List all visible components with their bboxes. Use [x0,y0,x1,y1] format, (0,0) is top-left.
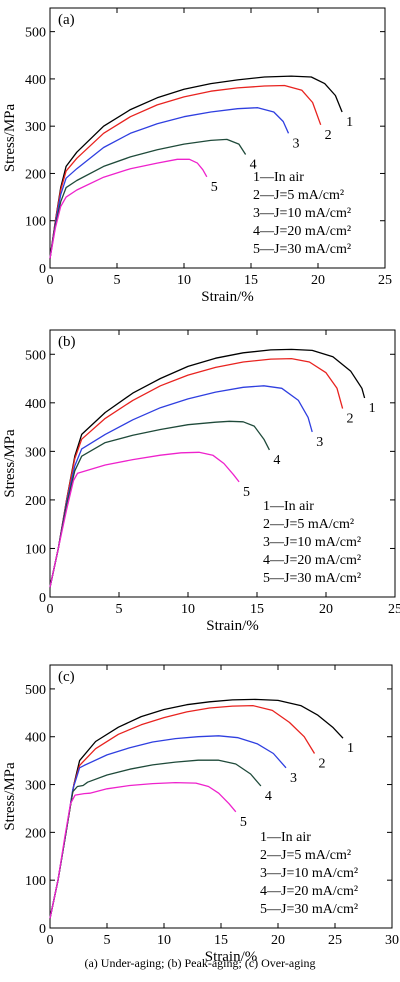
x-tick-label: 15 [250,602,264,617]
figure-caption: (a) Under-aging; (b) Peak-aging; (c) Ove… [84,956,316,970]
x-tick-label: 10 [181,602,195,617]
series-line-5 [49,158,208,259]
curve-label-5: 5 [240,815,247,830]
series-line-4 [49,138,247,259]
x-tick-label: 30 [385,933,399,948]
x-tick-label: 5 [104,933,111,948]
panel-a: 0 5 10 15 20 250100200300400500Strain/%Stress… [2,7,392,305]
legend-item: 2—J=5 mA/cm² [253,188,344,203]
y-tick-label: 500 [25,683,46,698]
y-tick-label: 400 [25,73,46,88]
series-line-1 [49,75,343,259]
legend-item: 2—J=5 mA/cm² [263,517,354,532]
legend-item: 3—J=10 mA/cm² [253,206,351,221]
legend-item: 5—J=30 mA/cm² [263,571,361,586]
y-tick-label: 100 [25,215,46,230]
legend-item: 4—J=20 mA/cm² [253,224,351,239]
y-tick-label: 200 [25,826,46,841]
x-axis-label: Strain/% [201,289,254,305]
curve-label-1: 1 [347,741,354,756]
legend-item: 3—J=10 mA/cm² [263,535,361,550]
legend-item: 1—In air [263,499,314,514]
panel-c: 0 5 10 15 20 25 300100200300400500Strain/%Stre… [2,664,399,965]
curve-label-4: 4 [250,158,257,173]
x-tick-label: 15 [214,933,228,948]
y-tick-label: 300 [25,779,46,794]
y-tick-label: 500 [25,348,46,363]
panel-b: 0 5 10 15 20 250100200300400500Strain/%Stress… [2,329,400,634]
series-line-5 [49,451,240,588]
curve-label-2: 2 [347,412,354,427]
x-tick-label: 20 [319,602,333,617]
series-line-3 [49,385,313,588]
curve-label-2: 2 [318,756,325,771]
x-tick-label: 0 [47,602,54,617]
x-tick-label: 25 [378,273,392,288]
x-tick-label: 5 [116,602,123,617]
legend-item: 4—J=20 mA/cm² [260,884,358,899]
y-tick-label: 0 [39,922,46,937]
x-tick-label: 25 [388,602,400,617]
x-tick-label: 20 [311,273,325,288]
legend-item: 4—J=20 mA/cm² [263,553,361,568]
y-tick-label: 400 [25,731,46,746]
series-line-4 [49,420,270,588]
y-tick-label: 500 [25,26,46,41]
x-tick-label: 10 [177,273,191,288]
curve-label-1: 1 [346,115,353,130]
y-tick-label: 200 [25,167,46,182]
curve-label-4: 4 [273,453,280,468]
y-axis-label: Stress/MPa [2,103,18,172]
x-tick-label: 5 [114,273,121,288]
y-tick-label: 100 [25,874,46,889]
y-tick-label: 0 [39,591,46,606]
series-line-2 [49,84,322,259]
series-line-3 [49,107,290,259]
y-tick-label: 0 [39,262,46,277]
curve-label-3: 3 [290,771,297,786]
series-line-5 [49,781,237,919]
x-tick-label: 20 [271,933,285,948]
panel-label: (c) [58,669,75,685]
series-line-2 [49,357,344,588]
legend-item: 1—In air [260,830,311,845]
curve-label-1: 1 [369,401,376,416]
legend-item: 5—J=30 mA/cm² [253,242,351,257]
y-axis-label: Stress/MPa [2,429,18,498]
y-axis-label: Stress/MPa [2,762,18,831]
y-tick-label: 400 [25,397,46,412]
curve-label-2: 2 [325,128,332,143]
y-tick-label: 200 [25,494,46,509]
curve-label-4: 4 [265,789,272,804]
curve-label-5: 5 [211,180,218,195]
x-tick-label: 15 [244,273,258,288]
y-tick-label: 300 [25,120,46,135]
x-axis-label: Strain/% [205,949,258,965]
legend-item: 5—J=30 mA/cm² [260,902,358,917]
legend-item: 3—J=10 mA/cm² [260,866,358,881]
plot-frame [49,7,386,269]
panel-label: (a) [58,12,75,28]
y-tick-label: 100 [25,542,46,557]
x-axis-label: Strain/% [206,618,259,634]
curve-label-3: 3 [293,136,300,151]
curve-label-3: 3 [316,435,323,450]
x-tick-label: 0 [47,273,54,288]
x-tick-label: 10 [157,933,171,948]
panel-label: (b) [58,334,76,350]
series-line-1 [49,348,366,588]
curve-label-5: 5 [243,485,250,500]
x-tick-label: 25 [328,933,342,948]
plot-frame [49,329,396,598]
y-tick-label: 300 [25,445,46,460]
legend-item: 1—In air [253,170,304,185]
x-tick-label: 0 [47,933,54,948]
legend-item: 2—J=5 mA/cm² [260,848,351,863]
